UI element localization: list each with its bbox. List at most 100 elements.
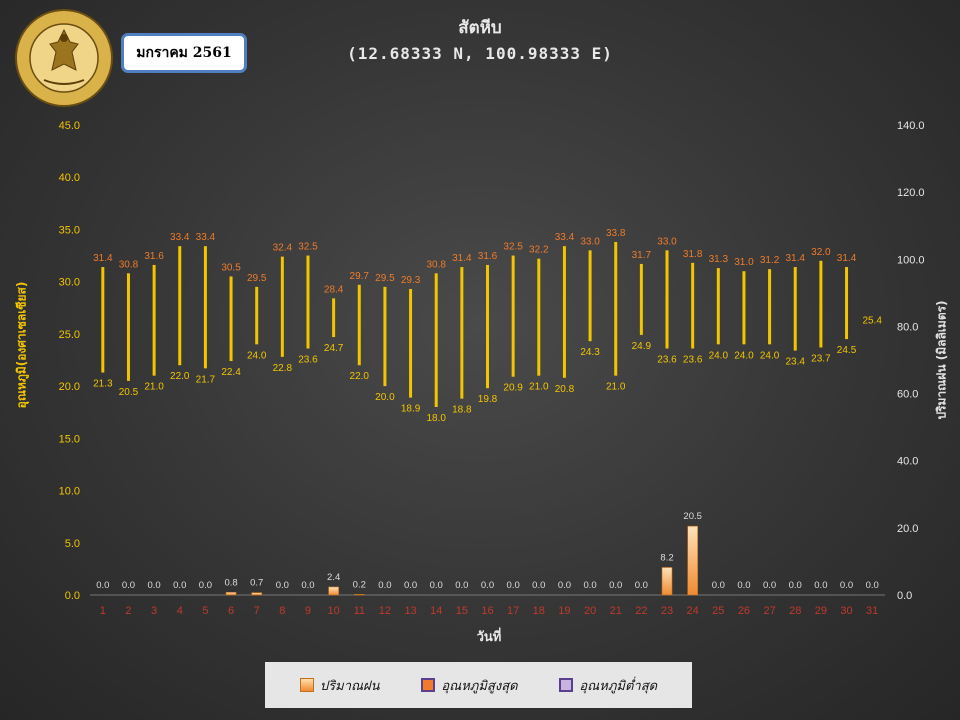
- temp-range-bar: [742, 271, 746, 345]
- legend-item-rain: ปริมาณฝน: [299, 675, 380, 696]
- rain-data-label: 0.0: [507, 580, 520, 591]
- max-temp-label: 33.0: [580, 236, 600, 247]
- right-tick-label: 40.0: [897, 456, 918, 468]
- legend-rain-label: ปริมาณฝน: [319, 678, 380, 694]
- max-temp-label: 31.0: [734, 257, 754, 268]
- rain-data-label: 0.0: [866, 580, 879, 591]
- day-tick-label: 14: [430, 605, 442, 617]
- legend-item-max: อุณหภูมิสูงสุด: [421, 675, 518, 696]
- rain-data-label: 0.0: [532, 580, 545, 591]
- temp-range-bar: [768, 269, 772, 345]
- day-tick-label: 12: [379, 605, 391, 617]
- min-temp-label: 24.0: [760, 350, 780, 361]
- min-temp-label: 24.9: [632, 341, 652, 352]
- day-tick-label: 3: [151, 605, 157, 617]
- min-temp-label: 22.4: [221, 367, 241, 378]
- temp-range-bar: [383, 286, 387, 387]
- temp-range-bar: [152, 264, 156, 376]
- legend-item-min: อุณหภูมิต่ำสุด: [559, 675, 657, 696]
- rain-data-label: 0.0: [173, 580, 186, 591]
- max-temp-label: 33.4: [170, 232, 190, 243]
- min-temp-label: 22.0: [350, 371, 370, 382]
- max-temp-label: 32.5: [298, 242, 318, 253]
- rain-data-label: 20.5: [683, 511, 702, 522]
- min-temp-label: 24.3: [580, 347, 600, 358]
- right-tick-label: 0.0: [897, 590, 912, 602]
- day-tick-label: 5: [202, 605, 208, 617]
- min-temp-label: 18.0: [426, 413, 446, 424]
- left-tick-label: 25.0: [59, 329, 80, 341]
- day-tick-label: 26: [738, 605, 750, 617]
- rain-data-label: 0.0: [763, 580, 776, 591]
- temp-range-bar: [665, 250, 669, 349]
- max-swatch-icon: [421, 678, 436, 692]
- day-tick-label: 25: [712, 605, 724, 617]
- min-temp-label: 21.0: [606, 382, 626, 393]
- min-temp-label: 23.7: [811, 353, 831, 364]
- rain-bar: [687, 525, 698, 596]
- left-tick-label: 15.0: [59, 433, 80, 445]
- temp-range-bar: [819, 260, 823, 348]
- temp-range-bar: [255, 286, 259, 345]
- rain-data-label: 0.0: [378, 580, 391, 591]
- left-tick-label: 30.0: [59, 277, 80, 289]
- temp-range-bar: [332, 298, 336, 338]
- rain-data-label: 0.0: [276, 580, 289, 591]
- min-temp-label: 25.4: [862, 316, 882, 327]
- rain-bar: [225, 592, 237, 596]
- rain-data-label: 0.0: [430, 580, 443, 591]
- min-temp-label: 23.6: [657, 355, 677, 366]
- day-tick-label: 15: [456, 605, 468, 617]
- min-temp-label: 24.7: [324, 343, 344, 354]
- max-temp-label: 31.6: [478, 251, 498, 262]
- rain-data-label: 0.0: [404, 580, 417, 591]
- chart-title: สัตหีบ: [458, 18, 502, 38]
- max-temp-label: 31.2: [760, 255, 780, 266]
- temp-range-bar: [357, 284, 361, 366]
- day-tick-label: 22: [635, 605, 647, 617]
- rain-data-label: 0.0: [481, 580, 494, 591]
- day-tick-label: 28: [789, 605, 801, 617]
- left-tick-label: 35.0: [59, 224, 80, 236]
- max-temp-label: 31.4: [452, 253, 472, 264]
- temp-range-bar: [511, 255, 515, 377]
- month-label: มกราคม 2561: [121, 33, 247, 73]
- max-temp-label: 29.5: [247, 273, 267, 284]
- rain-data-label: 8.2: [660, 552, 673, 563]
- min-swatch-icon: [559, 678, 574, 692]
- right-axis-label: ปริมาณฝน (มิลลิเมตร): [934, 300, 949, 420]
- legend-min-label: อุณหภูมิต่ำสุด: [579, 678, 658, 694]
- rain-data-label: 0.0: [737, 580, 750, 591]
- x-axis-label: วันที่: [476, 630, 502, 645]
- rain-data-label: 0.0: [840, 580, 853, 591]
- day-tick-label: 24: [687, 605, 699, 617]
- day-tick-label: 2: [125, 605, 131, 617]
- day-tick-label: 31: [866, 605, 878, 617]
- rain-data-label: 0.0: [712, 580, 725, 591]
- rain-bar: [661, 567, 673, 596]
- max-temp-label: 32.5: [503, 242, 523, 253]
- day-tick-label: 8: [279, 605, 285, 617]
- max-temp-label: 30.8: [119, 259, 139, 270]
- min-temp-label: 24.5: [837, 345, 857, 356]
- rain-data-label: 0.0: [301, 580, 314, 591]
- rain-bar: [353, 594, 365, 596]
- min-temp-label: 24.0: [734, 350, 754, 361]
- chart-subtitle: (12.68333 N, 100.98333 E): [347, 44, 613, 63]
- max-temp-label: 29.3: [401, 275, 421, 286]
- day-tick-label: 19: [558, 605, 570, 617]
- rain-data-label: 0.0: [558, 580, 571, 591]
- rain-swatch-icon: [299, 678, 314, 692]
- min-temp-label: 20.8: [555, 384, 575, 395]
- min-temp-label: 21.0: [529, 382, 549, 393]
- rain-data-label: 0.0: [455, 580, 468, 591]
- left-axis-label: อุณหภูมิ(องศาเซลเซียส): [14, 281, 29, 409]
- min-temp-label: 23.4: [786, 357, 806, 368]
- day-tick-label: 11: [354, 605, 365, 617]
- temp-range-bar: [691, 262, 695, 349]
- day-tick-label: 17: [507, 605, 519, 617]
- temp-range-bar: [203, 246, 207, 369]
- max-temp-label: 32.0: [811, 247, 831, 258]
- rain-data-label: 0.0: [96, 580, 109, 591]
- rain-data-label: 0.0: [789, 580, 802, 591]
